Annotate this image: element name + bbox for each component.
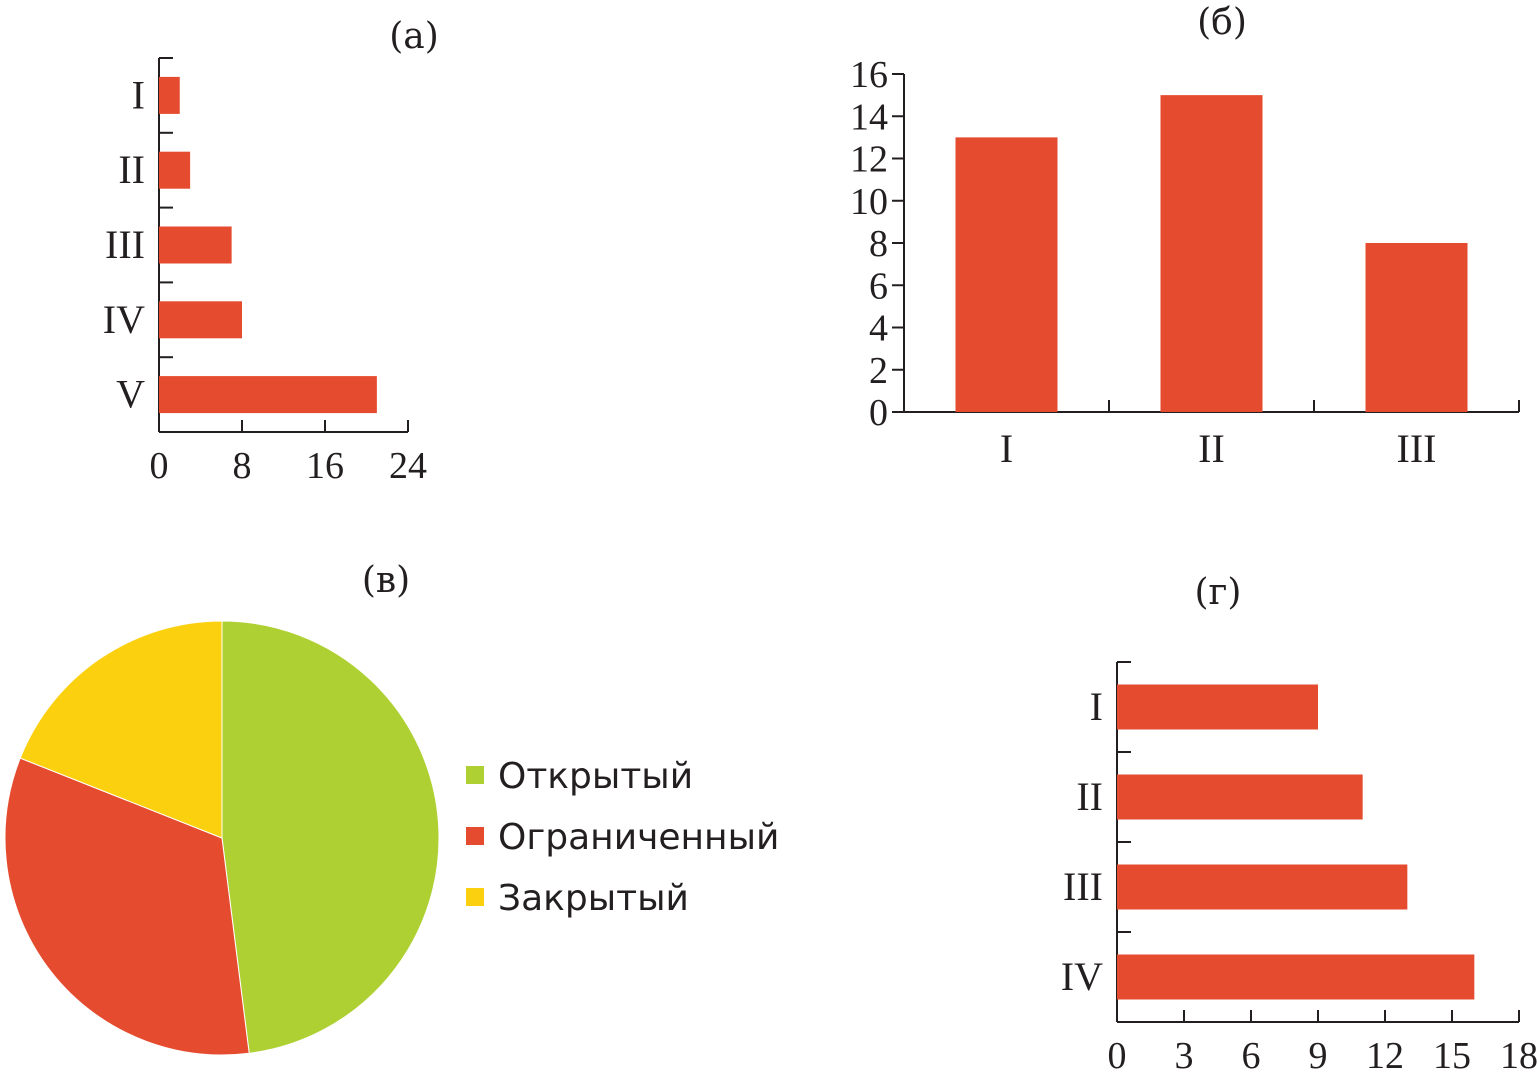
bar bbox=[159, 226, 232, 264]
bar bbox=[159, 376, 377, 414]
legend-swatch bbox=[466, 827, 484, 845]
bar bbox=[159, 151, 191, 189]
x-tick-label: 24 bbox=[389, 445, 427, 487]
x-tick-label: 9 bbox=[1309, 1035, 1328, 1077]
bar bbox=[159, 76, 180, 114]
chart-b-title: (б) bbox=[1197, 2, 1247, 43]
category-label: II bbox=[1198, 426, 1225, 471]
x-tick-label: 18 bbox=[1500, 1035, 1537, 1077]
y-tick-label: 2 bbox=[869, 350, 888, 392]
legend-swatch bbox=[466, 888, 484, 906]
chart-v: (в) Открытый Ограниченный Закрытый bbox=[4, 560, 779, 1056]
y-tick-label: 16 bbox=[850, 54, 888, 96]
category-label: II bbox=[1076, 774, 1103, 819]
bar bbox=[1117, 954, 1475, 1000]
legend-label: Ограниченный bbox=[498, 817, 779, 858]
category-label: II bbox=[118, 147, 145, 192]
category-label: I bbox=[132, 72, 145, 117]
x-tick-label: 0 bbox=[150, 445, 169, 487]
bar bbox=[1117, 774, 1363, 820]
y-tick-label: 0 bbox=[869, 392, 888, 434]
x-tick-label: 0 bbox=[1108, 1035, 1127, 1077]
bar bbox=[159, 301, 242, 339]
bar bbox=[1160, 95, 1263, 412]
category-label: I bbox=[1090, 684, 1103, 729]
pie-slice bbox=[19, 620, 223, 839]
x-tick-label: 3 bbox=[1175, 1035, 1194, 1077]
x-tick-label: 6 bbox=[1242, 1035, 1261, 1077]
category-label: III bbox=[1063, 864, 1103, 909]
category-label: V bbox=[116, 372, 145, 417]
y-tick-label: 8 bbox=[869, 223, 888, 265]
legend-label: Открытый bbox=[498, 756, 693, 797]
legend-swatch bbox=[466, 766, 484, 784]
chart-g-title: (г) bbox=[1195, 572, 1242, 613]
bar bbox=[1117, 864, 1408, 910]
x-tick-label: 12 bbox=[1366, 1035, 1404, 1077]
chart-a-title: (а) bbox=[389, 16, 439, 57]
bar bbox=[1117, 684, 1318, 730]
y-tick-label: 6 bbox=[869, 265, 888, 307]
bar bbox=[955, 137, 1058, 412]
legend-label: Закрытый bbox=[498, 878, 689, 919]
x-tick-label: 8 bbox=[233, 445, 252, 487]
category-label: III bbox=[1397, 426, 1437, 471]
pie-slice bbox=[221, 620, 440, 1054]
x-tick-label: 16 bbox=[306, 445, 344, 487]
x-tick-label: 15 bbox=[1433, 1035, 1471, 1077]
category-label: III bbox=[105, 222, 145, 267]
category-label: IV bbox=[1061, 954, 1103, 999]
chart-v-title: (в) bbox=[362, 560, 410, 601]
y-tick-label: 14 bbox=[850, 96, 888, 138]
pie-slice bbox=[4, 757, 250, 1056]
y-tick-label: 10 bbox=[850, 181, 888, 223]
pie-legend: Открытый Ограниченный Закрытый bbox=[466, 756, 779, 919]
y-tick-label: 12 bbox=[850, 139, 888, 181]
bar bbox=[1365, 243, 1468, 412]
category-label: IV bbox=[103, 297, 145, 342]
y-tick-label: 4 bbox=[869, 308, 888, 350]
pie-chart bbox=[4, 620, 440, 1056]
category-label: I bbox=[1000, 426, 1013, 471]
